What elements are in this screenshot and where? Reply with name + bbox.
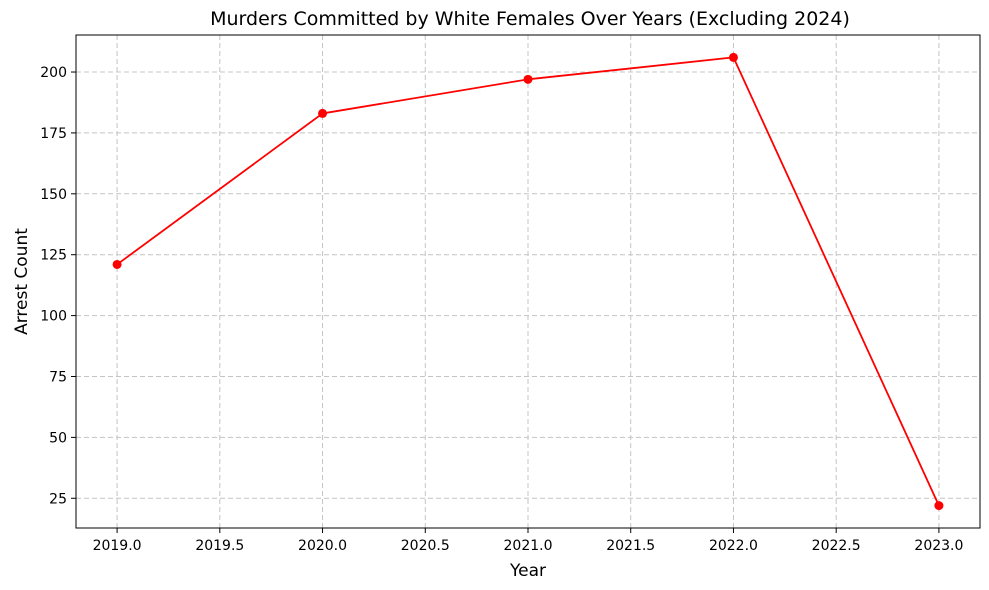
y-tick-label: 25 <box>49 491 67 507</box>
x-tick-label: 2019.5 <box>195 538 244 554</box>
data-point <box>728 52 738 62</box>
data-point <box>934 501 944 511</box>
data-point <box>112 259 122 269</box>
y-tick-label: 100 <box>40 309 67 325</box>
data-point <box>523 74 533 84</box>
y-tick-label: 75 <box>49 369 67 385</box>
y-tick-label: 50 <box>49 430 67 446</box>
x-tick-label: 2021.5 <box>606 538 655 554</box>
x-tick-label: 2022.0 <box>709 538 758 554</box>
chart-title: Murders Committed by White Females Over … <box>210 8 850 30</box>
y-axis: 25 50 75 100 125 150 175 200 <box>40 65 76 507</box>
x-tick-label: 2020.5 <box>401 538 450 554</box>
x-tick-label: 2021.0 <box>504 538 553 554</box>
x-tick-label: 2022.5 <box>812 538 861 554</box>
data-point <box>318 108 328 118</box>
y-axis-label: Arrest Count <box>12 228 32 335</box>
x-tick-label: 2023.0 <box>914 538 963 554</box>
grid <box>76 35 980 528</box>
y-tick-label: 175 <box>40 126 67 142</box>
x-axis: 2019.0 2019.5 2020.0 2020.5 2021.0 2021.5 2022… <box>93 528 963 554</box>
x-axis-label: Year <box>509 561 546 581</box>
y-tick-label: 125 <box>40 248 67 264</box>
y-tick-label: 200 <box>40 65 67 81</box>
y-tick-label: 150 <box>40 187 67 203</box>
x-tick-label: 2019.0 <box>93 538 142 554</box>
x-tick-label: 2020.0 <box>298 538 347 554</box>
series-layer <box>112 52 944 511</box>
